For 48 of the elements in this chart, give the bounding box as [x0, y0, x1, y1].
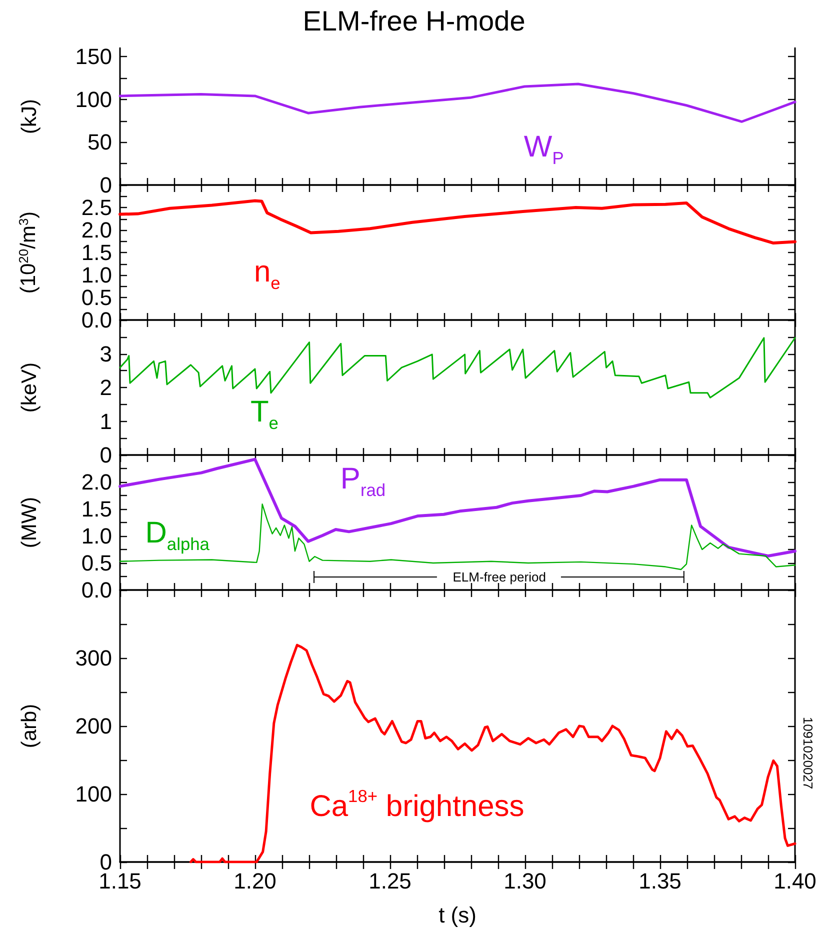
y-tick-label: 0.0	[81, 578, 112, 602]
y-tick-label: 2.5	[81, 195, 112, 220]
y-tick-label: 3	[100, 341, 112, 366]
x-tick-label: 1.35	[638, 868, 682, 894]
y-axis-title: (kJ)	[18, 99, 41, 134]
y-tick-label: 0	[100, 442, 112, 468]
y-tick-label: 1	[100, 408, 112, 434]
annotation: ELM-free period	[452, 569, 546, 584]
line-series	[189, 644, 796, 864]
y-tick-label: 150	[75, 44, 112, 70]
y-axis-title: (MW)	[18, 496, 41, 548]
line-series	[118, 199, 796, 245]
y-tick-label: 100	[75, 782, 112, 806]
y-axis-title: (arb)	[18, 704, 41, 748]
y-tick-label: 0.5	[81, 550, 112, 576]
line-series	[119, 337, 796, 398]
y-tick-label: 50	[88, 130, 112, 155]
x-axis-title: t (s)	[438, 902, 476, 928]
line-series	[118, 82, 796, 123]
y-tick-label: 0	[100, 172, 112, 198]
x-tick-label: 1.30	[504, 868, 546, 894]
line-series	[119, 504, 796, 570]
y-tick-label: 1.5	[81, 496, 112, 522]
y-tick-label: 2.0	[81, 218, 112, 242]
x-tick-label: 1.40	[774, 868, 816, 894]
y-axis-title: (keV)	[18, 362, 41, 413]
annotation: W$_{P}$	[524, 130, 564, 168]
y-tick-label: 300	[75, 646, 112, 670]
y-tick-label: 1.5	[81, 240, 112, 265]
x-tick-label: 1.25	[368, 868, 412, 894]
y-tick-label: 200	[75, 714, 112, 738]
y-axis-title: (1020/m3)	[16, 211, 40, 294]
y-tick-label: 2	[100, 375, 112, 400]
text: 1091020027	[800, 717, 816, 790]
annotation: n$_{e}$	[254, 255, 280, 294]
y-tick-label: 2.0	[81, 470, 112, 494]
y-tick-label: 1.0	[81, 262, 112, 288]
chart-title: ELM-free H-mode	[302, 6, 526, 36]
annotation: T$_{e}$	[250, 394, 278, 433]
annotation: P$_{rad}$	[340, 462, 386, 500]
y-tick-label: 100	[75, 86, 112, 112]
line-series	[118, 458, 796, 558]
x-tick-label: 1.20	[234, 868, 276, 894]
y-tick-label: 0.5	[81, 285, 112, 310]
annotation: D$_{alpha}$	[145, 516, 210, 554]
y-tick-label: 0.0	[81, 308, 112, 332]
y-tick-label: 1.0	[81, 524, 112, 548]
annotation: Ca$^{18+}$ brightness	[310, 786, 524, 823]
